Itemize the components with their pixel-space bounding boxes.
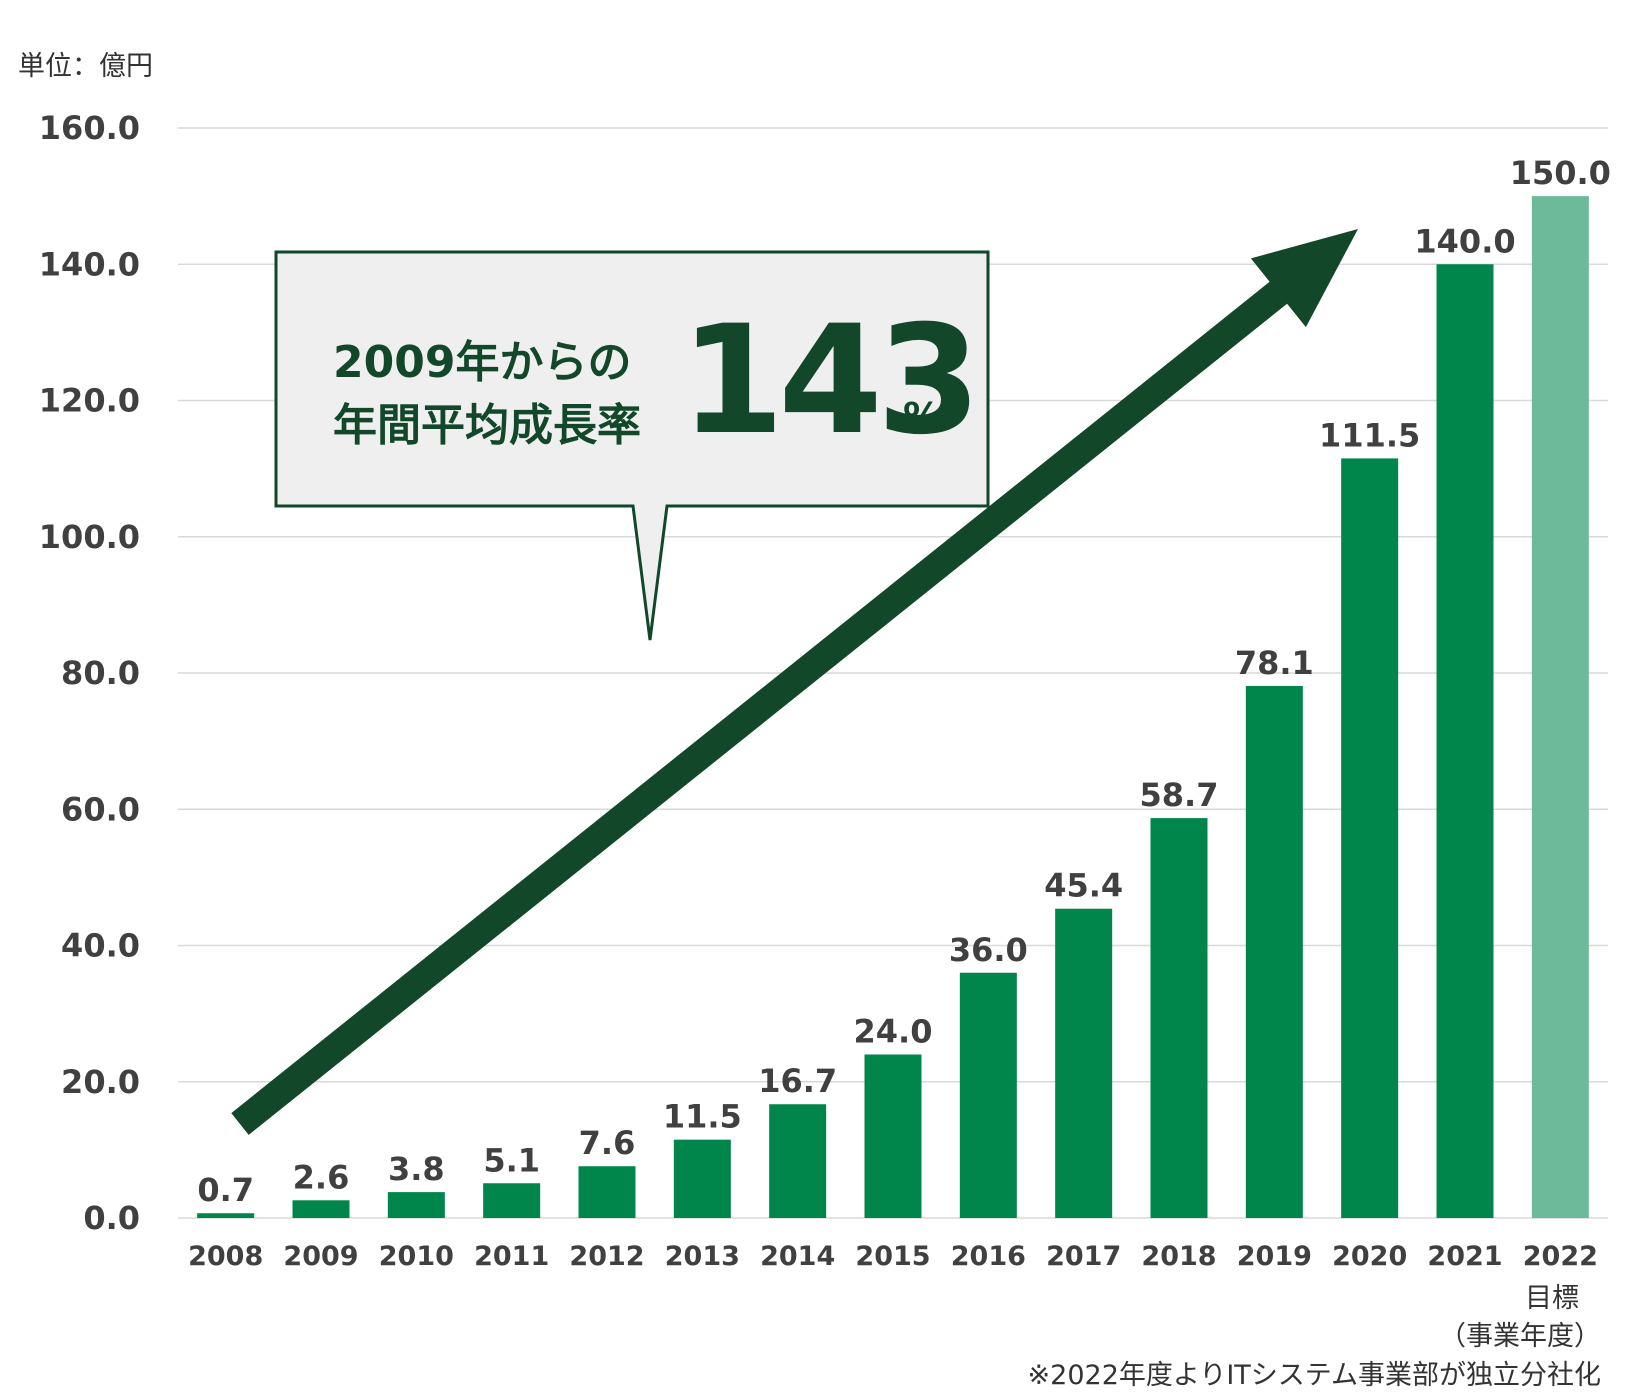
bar-value-label: 16.7 (758, 1062, 837, 1100)
bar (292, 1200, 350, 1218)
unit-label: 単位：億円 (18, 51, 153, 82)
bar (387, 1192, 445, 1218)
x-tick-label: 2018 (1141, 1241, 1216, 1272)
bar (959, 972, 1017, 1218)
callout-growth-unit: % (903, 395, 942, 439)
x-tick-label: 2016 (951, 1241, 1026, 1272)
bar (1055, 908, 1113, 1218)
footnote: ※2022年度よりITシステム事業部が独立分社化 (1027, 1360, 1601, 1391)
bars (197, 196, 1589, 1218)
bar-value-label: 45.4 (1044, 867, 1123, 905)
bar (1341, 458, 1399, 1218)
x-tick-label: 2019 (1237, 1241, 1312, 1272)
x-tick-label: 2011 (474, 1241, 549, 1272)
y-tick-label: 140.0 (39, 245, 140, 283)
bar-value-label: 58.7 (1140, 776, 1219, 814)
x-tick-label: 2012 (569, 1241, 644, 1272)
bar (1436, 264, 1494, 1218)
bar-value-label: 5.1 (483, 1141, 540, 1179)
bar-value-labels: 0.7 2.6 3.8 5.1 7.6 11.5 16.7 24.0 36.0 45.4 58.7 7… (197, 154, 1611, 1209)
bar-value-label: 111.5 (1319, 416, 1420, 454)
x-fiscal-year-label: （事業年度） (1439, 1321, 1601, 1352)
x-tick-label: 2008 (188, 1241, 263, 1272)
bar (578, 1166, 636, 1218)
y-axis-tick-labels: 0.0 20.0 40.0 60.0 80.0 100.0 120.0 140.0 160.0 (39, 109, 140, 1237)
bar (864, 1054, 922, 1218)
bar-value-label: 2.6 (293, 1158, 350, 1196)
bar (1531, 196, 1589, 1218)
bar (483, 1183, 541, 1218)
bar-value-label: 150.0 (1510, 154, 1611, 192)
bar (197, 1213, 255, 1218)
bar (769, 1104, 827, 1218)
growth-arrow (231, 229, 1358, 1135)
x-tick-label: 2020 (1332, 1241, 1407, 1272)
x-tick-label: 2021 (1427, 1241, 1502, 1272)
y-tick-label: 0.0 (83, 1199, 140, 1237)
bar (673, 1139, 731, 1218)
y-tick-label: 100.0 (39, 518, 140, 556)
callout-growth-value: 143 (680, 294, 981, 468)
x-tick-label: 2022 (1523, 1241, 1598, 1272)
callout-text-line2: 年間平均成長率 (333, 400, 641, 451)
x-tick-label: 2010 (379, 1241, 454, 1272)
y-tick-label: 60.0 (61, 790, 140, 828)
x-tick-label: 2014 (760, 1241, 835, 1272)
callout-bubble (274, 250, 990, 641)
y-tick-label: 120.0 (39, 382, 140, 420)
bar-value-label: 11.5 (663, 1098, 742, 1136)
arrow-icon (231, 229, 1358, 1135)
x-tick-label: 2013 (665, 1241, 740, 1272)
y-tick-label: 80.0 (61, 654, 140, 692)
y-tick-label: 40.0 (61, 927, 140, 965)
bar-value-label: 24.0 (854, 1013, 933, 1051)
bar (1150, 818, 1208, 1218)
bar-value-label: 0.7 (197, 1171, 254, 1209)
bar (1245, 685, 1303, 1218)
bar-value-label: 7.6 (579, 1124, 636, 1162)
bar-value-label: 140.0 (1414, 222, 1515, 260)
x-tick-label: 2017 (1046, 1241, 1121, 1272)
callout-box (274, 250, 990, 641)
y-tick-label: 20.0 (61, 1063, 140, 1101)
x-axis-tick-labels: 2008 2009 2010 2011 2012 2013 2014 2015 2016 2017… (188, 1241, 1598, 1272)
callout-text-line1: 2009年からの (333, 337, 632, 388)
bar-value-label: 78.1 (1235, 644, 1314, 682)
y-tick-label: 160.0 (39, 109, 140, 147)
x-target-label: 目標 (1525, 1283, 1579, 1314)
x-tick-label: 2015 (855, 1241, 930, 1272)
x-tick-label: 2009 (283, 1241, 358, 1272)
bar-value-label: 36.0 (949, 931, 1028, 969)
bar-value-label: 3.8 (388, 1150, 445, 1188)
